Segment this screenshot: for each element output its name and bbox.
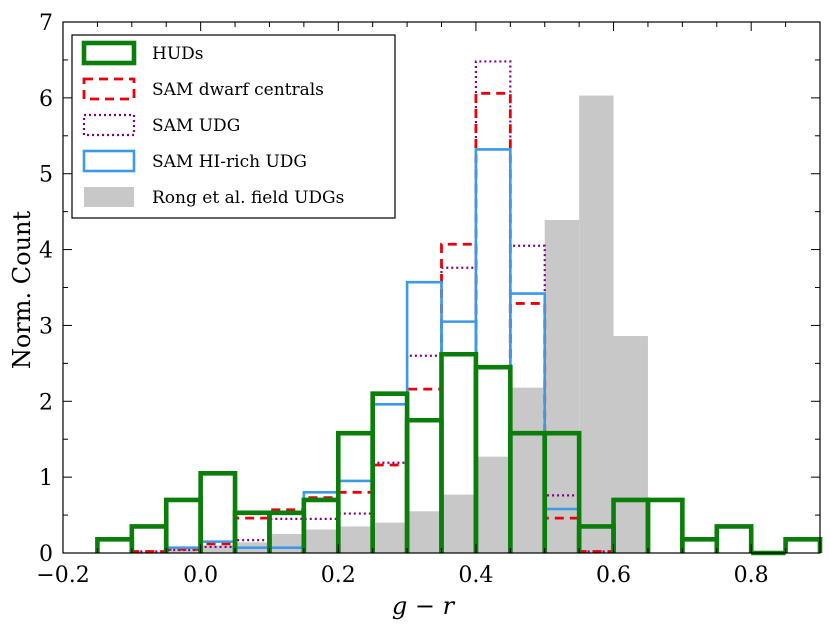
y-tick-label: 2 bbox=[39, 390, 53, 415]
legend-label: SAM UDG bbox=[152, 116, 240, 136]
legend-swatch bbox=[82, 113, 136, 137]
y-tick-label: 1 bbox=[39, 466, 53, 491]
y-tick-labels: 0 1 2 3 4 5 6 7 bbox=[39, 11, 53, 567]
plot-frame bbox=[62, 21, 821, 554]
series-rong-et-al-field-udgs bbox=[131, 95, 648, 554]
bar-rong-et-al-field-udgs bbox=[613, 336, 648, 553]
bar-huds bbox=[95, 537, 135, 553]
legend-label: HUDs bbox=[152, 44, 204, 64]
bar-rong-et-al-field-udgs bbox=[269, 534, 304, 553]
y-tick-label: 6 bbox=[39, 87, 53, 112]
bar-rong-et-al-field-udgs bbox=[372, 522, 408, 553]
x-tick-label: 0.6 bbox=[596, 563, 631, 588]
legend-label: SAM HI-rich UDG bbox=[152, 152, 307, 172]
axis-ticks bbox=[62, 21, 821, 554]
y-tick-label: 7 bbox=[39, 11, 53, 36]
bar-huds bbox=[645, 497, 685, 553]
bar-huds bbox=[129, 524, 169, 553]
bar-huds bbox=[163, 497, 203, 553]
bar-rong-et-al-field-udgs bbox=[166, 549, 201, 553]
legend-swatch bbox=[82, 77, 136, 101]
bar-rong-et-al-field-udgs bbox=[200, 545, 236, 553]
bar-rong-et-al-field-udgs bbox=[510, 387, 545, 553]
series-huds bbox=[95, 351, 823, 556]
bar-huds bbox=[714, 524, 754, 553]
legend: HUDs SAM dwarf centrals SAM UDG SAM HI-rich… bbox=[71, 34, 396, 219]
bar-rong-et-al-field-udgs bbox=[441, 494, 476, 553]
x-tick-label: −0.2 bbox=[36, 563, 89, 588]
bar-rong-et-al-field-udgs bbox=[338, 526, 373, 553]
x-axis-title: g − r bbox=[392, 592, 456, 620]
bar-huds bbox=[783, 537, 823, 553]
bar-rong-et-al-field-udgs bbox=[544, 219, 580, 554]
bar-huds bbox=[542, 430, 582, 553]
legend-item-huds: HUDs bbox=[81, 40, 204, 66]
legend-item-sam-dwarf-centrals: SAM dwarf centrals bbox=[82, 77, 324, 101]
legend-item-sam-udg: SAM UDG bbox=[82, 113, 240, 137]
legend-item-rong-et-al-field-udgs: Rong et al. field UDGs bbox=[84, 187, 344, 208]
x-tick-label: 0.0 bbox=[183, 563, 218, 588]
x-tick-label: 0.8 bbox=[734, 563, 769, 588]
legend-item-sam-hi-rich-udg: SAM HI-rich UDG bbox=[82, 149, 307, 173]
histogram-bars bbox=[95, 60, 823, 556]
bar-rong-et-al-field-udgs bbox=[579, 95, 614, 554]
y-tick-label: 5 bbox=[39, 163, 53, 188]
y-tick-label: 4 bbox=[39, 239, 53, 264]
legend-swatch bbox=[81, 40, 137, 66]
x-tick-labels: −0.2 0.0 0.2 0.4 0.6 0.8 bbox=[36, 563, 768, 588]
y-tick-label: 3 bbox=[39, 314, 53, 339]
legend-label: SAM dwarf centrals bbox=[152, 80, 324, 100]
bar-sam-udg bbox=[337, 512, 374, 553]
legend-swatch bbox=[84, 187, 134, 207]
bar-rong-et-al-field-udgs bbox=[303, 529, 339, 553]
x-tick-label: 0.4 bbox=[458, 563, 493, 588]
bar-rong-et-al-field-udgs bbox=[475, 456, 511, 553]
x-tick-label: 0.2 bbox=[321, 563, 356, 588]
legend-label: Rong et al. field UDGs bbox=[152, 188, 344, 208]
bar-huds bbox=[680, 537, 720, 553]
y-tick-label: 0 bbox=[39, 542, 53, 567]
legend-swatch bbox=[82, 149, 136, 173]
bar-rong-et-al-field-udgs bbox=[407, 511, 442, 553]
y-axis-title: Norm. Count bbox=[8, 210, 36, 369]
